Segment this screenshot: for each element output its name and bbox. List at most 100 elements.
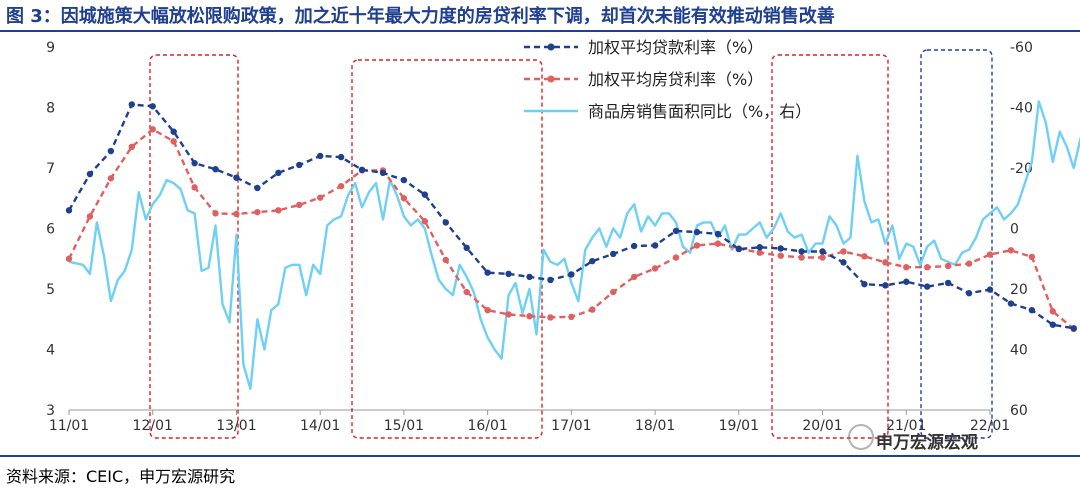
series-line-loan-rate-point: [693, 228, 701, 236]
highlight-box: [771, 54, 889, 439]
source-note: 资料来源：CEIC，申万宏源研究: [6, 467, 236, 486]
highlight-box: [920, 49, 993, 439]
series-line-loan-rate-point: [714, 230, 722, 238]
series-line-loan-rate-point: [86, 170, 94, 178]
series-line-mortgage-rate-point: [86, 213, 94, 220]
x-tick-label: 20/01: [802, 418, 842, 434]
y-right-tick-label: 60: [1010, 403, 1028, 419]
series-line-mortgage-rate-point: [924, 264, 931, 271]
series-lines: [65, 100, 1080, 390]
series-line-mortgage-rate-point: [630, 273, 638, 281]
y-left-tick-label: 9: [46, 40, 55, 56]
legend-marker: [547, 75, 555, 83]
series-line-loan-rate: [67, 103, 1074, 330]
series-line-mortgage-rate-point: [986, 251, 994, 258]
x-tick-label: 21/01: [886, 418, 926, 434]
x-tick-label: 19/01: [719, 418, 759, 434]
series-line-loan-rate-point: [630, 242, 638, 250]
legend-label: 商品房销售面积同比（%，右）: [588, 102, 811, 121]
title-rule: [0, 30, 1080, 32]
series-line-mortgage-rate-point: [149, 126, 156, 133]
series-line-loan-rate-point: [484, 269, 491, 276]
x-tick-label: 22/01: [970, 418, 1010, 434]
series-line-loan-rate-point: [882, 282, 889, 289]
series-line-mortgage-rate-point: [526, 313, 533, 320]
series-line-loan-rate-point: [651, 242, 659, 249]
series-line-loan-rate-point: [212, 166, 219, 173]
series-line-mortgage-rate-point: [547, 314, 554, 321]
series-line-loan-rate-point: [170, 128, 177, 135]
series-line-loan-rate-point: [149, 103, 156, 110]
series-line-loan-rate-point: [65, 207, 73, 214]
series-line-loan-rate-point: [254, 184, 261, 192]
series-line-mortgage-rate-point: [714, 240, 722, 247]
series-line-mortgage-rate-point: [903, 264, 910, 271]
series-line-mortgage-rate-point: [861, 253, 868, 260]
x-tick-label: 14/01: [300, 418, 340, 434]
series-line-mortgage-rate-point: [965, 260, 973, 267]
series-line-mortgage-rate-point: [170, 138, 177, 145]
series-line-mortgage-rate-point: [275, 207, 282, 214]
series-line-loan-rate-point: [589, 257, 596, 265]
bottom-rule: [0, 455, 1080, 457]
series-line-loan-rate-point: [547, 276, 554, 284]
series-line-mortgage-rate-point: [882, 259, 889, 266]
series-line-mortgage-rate-point: [484, 306, 491, 314]
series-line-loan-rate-point: [819, 248, 826, 255]
series-line-mortgage-rate-point: [337, 182, 345, 190]
series-line-loan-rate-point: [463, 244, 470, 252]
series-line-loan-rate-point: [379, 169, 387, 177]
series-line-mortgage-rate-point: [463, 288, 470, 296]
series-line-loan-rate-point: [442, 219, 449, 226]
series-line-mortgage-rate-point: [568, 313, 575, 321]
y-left-tick-label: 6: [46, 222, 55, 238]
series-line-mortgage-rate-point: [421, 218, 429, 225]
y-right-tick-label: 0: [1010, 222, 1019, 238]
legend-label: 加权平均房贷利率（%）: [588, 70, 763, 89]
series-line-loan-rate-point: [358, 166, 366, 174]
series-line-mortgage-rate-point: [191, 184, 198, 191]
series-line-mortgage-rate-point: [128, 143, 135, 151]
series-line-loan-rate-point: [840, 259, 847, 266]
x-tick-label: 11/01: [49, 418, 89, 434]
series-line-mortgage-rate-point: [1028, 253, 1036, 261]
series-line-loan-rate-point: [568, 271, 575, 278]
series-line-loan-rate-point: [798, 248, 805, 255]
series-line-loan-rate-point: [505, 270, 512, 278]
series-line-mortgage-rate-point: [316, 194, 324, 201]
series-line-loan-rate-point: [944, 279, 952, 287]
series-line-mortgage-rate-point: [610, 288, 617, 296]
series-line-mortgage-rate-point: [819, 254, 826, 261]
series-line-mortgage-rate-point: [400, 195, 408, 202]
series-line-loan-rate-point: [861, 280, 868, 288]
y-left-tick-label: 8: [46, 101, 55, 117]
series-line-loan-rate-point: [191, 159, 198, 167]
series-line-mortgage-rate-point: [693, 242, 701, 249]
series-line-mortgage-rate-point: [589, 306, 596, 313]
legend-label: 加权平均贷款利率（%）: [588, 38, 763, 57]
x-tick-label: 18/01: [635, 418, 675, 434]
y-right-tick-label: -40: [1010, 101, 1033, 117]
series-line-mortgage-rate-point: [442, 256, 449, 264]
legend-marker: [547, 43, 555, 51]
series-line-mortgage-rate-point: [777, 252, 784, 259]
y-right-tick-label: -60: [1010, 40, 1033, 56]
x-tick-label: 16/01: [467, 418, 507, 434]
series-line-loan-rate-point: [924, 283, 931, 290]
series-line-mortgage-rate-point: [212, 210, 219, 217]
series-line-mortgage-rate-point: [798, 254, 805, 261]
series-line-loan-rate-point: [275, 169, 282, 177]
y-left-tick-label: 4: [46, 343, 55, 359]
series-line-loan-rate-point: [1070, 325, 1077, 332]
y-right-tick-label: 40: [1010, 343, 1028, 359]
y-left-tick-label: 3: [46, 403, 55, 419]
highlight-box: [351, 59, 543, 439]
series-line-mortgage-rate-point: [254, 208, 261, 216]
series-line-loan-rate-point: [735, 245, 743, 253]
series-line-mortgage-rate-point: [651, 265, 659, 272]
highlight-box: [149, 54, 239, 439]
y-left-tick-label: 5: [46, 282, 55, 298]
series-line-loan-rate-point: [1049, 321, 1056, 328]
wechat-logo-icon: [848, 424, 874, 450]
series-line-loan-rate-point: [400, 176, 408, 184]
